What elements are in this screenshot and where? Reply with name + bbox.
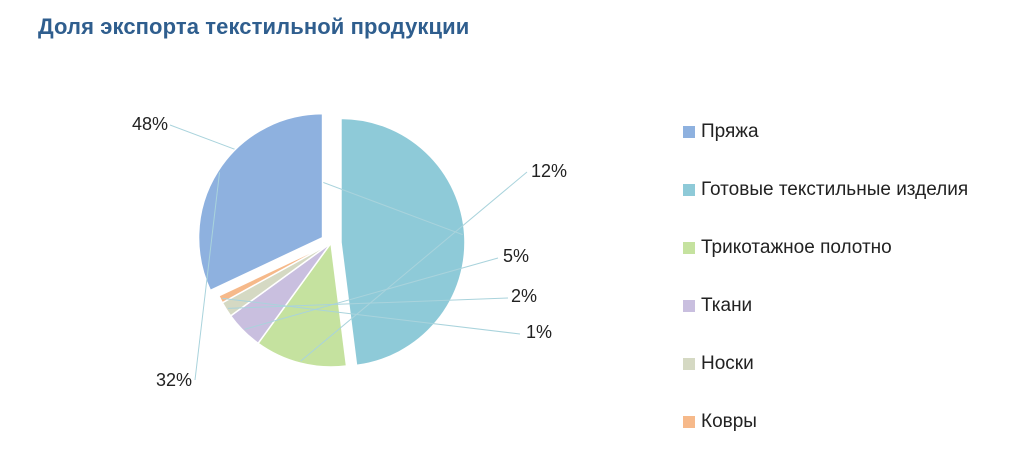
legend-swatch-fabrics — [683, 300, 695, 312]
legend-item-carpets: Ковры — [683, 393, 968, 451]
slice-label-knitted-fabric: 12% — [531, 161, 567, 181]
legend-item-yarn: Пряжа — [683, 103, 968, 161]
pie-slice-finished-goods — [340, 117, 466, 367]
chart-title: Доля экспорта текстильной продукции — [38, 14, 470, 39]
slice-label-carpets: 1% — [526, 322, 552, 342]
slice-label-yarn: 32% — [156, 370, 192, 390]
leader-line-fabrics — [244, 257, 499, 330]
legend-item-finished-goods: Готовые текстильные изделия — [683, 161, 968, 219]
legend-item-socks: Носки — [683, 335, 968, 393]
legend-swatch-socks — [683, 358, 695, 370]
pie-slice-carpets — [217, 242, 332, 304]
legend: Пряжа Готовые текстильные изделия Трикот… — [683, 103, 968, 451]
slice-label-socks: 2% — [511, 286, 537, 306]
pie-slice-knitted-fabric — [257, 241, 348, 368]
legend-swatch-carpets — [683, 416, 695, 428]
legend-label-yarn: Пряжа — [701, 121, 759, 142]
legend-label-fabrics: Ткани — [701, 295, 753, 316]
legend-item-fabrics: Ткани — [683, 277, 968, 335]
legend-label-knitted-fabric: Трикотажное полотно — [701, 237, 892, 258]
slice-label-fabrics: 5% — [503, 246, 529, 266]
legend-label-carpets: Ковры — [701, 411, 757, 432]
slice-label-finished-goods: 48% — [132, 114, 168, 134]
legend-swatch-finished-goods — [683, 184, 695, 196]
legend-item-knitted-fabric: Трикотажное полотно — [683, 219, 968, 277]
legend-label-socks: Носки — [701, 353, 754, 374]
legend-swatch-knitted-fabric — [683, 242, 695, 254]
legend-label-finished-goods: Готовые текстильные изделия — [701, 179, 969, 200]
leader-line-socks — [227, 297, 509, 309]
leader-line-carpets — [222, 297, 521, 335]
leader-line-yarn — [194, 172, 221, 381]
leader-line-knitted-fabric — [300, 171, 528, 362]
pie-slice-yarn — [197, 112, 324, 292]
legend-swatch-yarn — [683, 126, 695, 138]
